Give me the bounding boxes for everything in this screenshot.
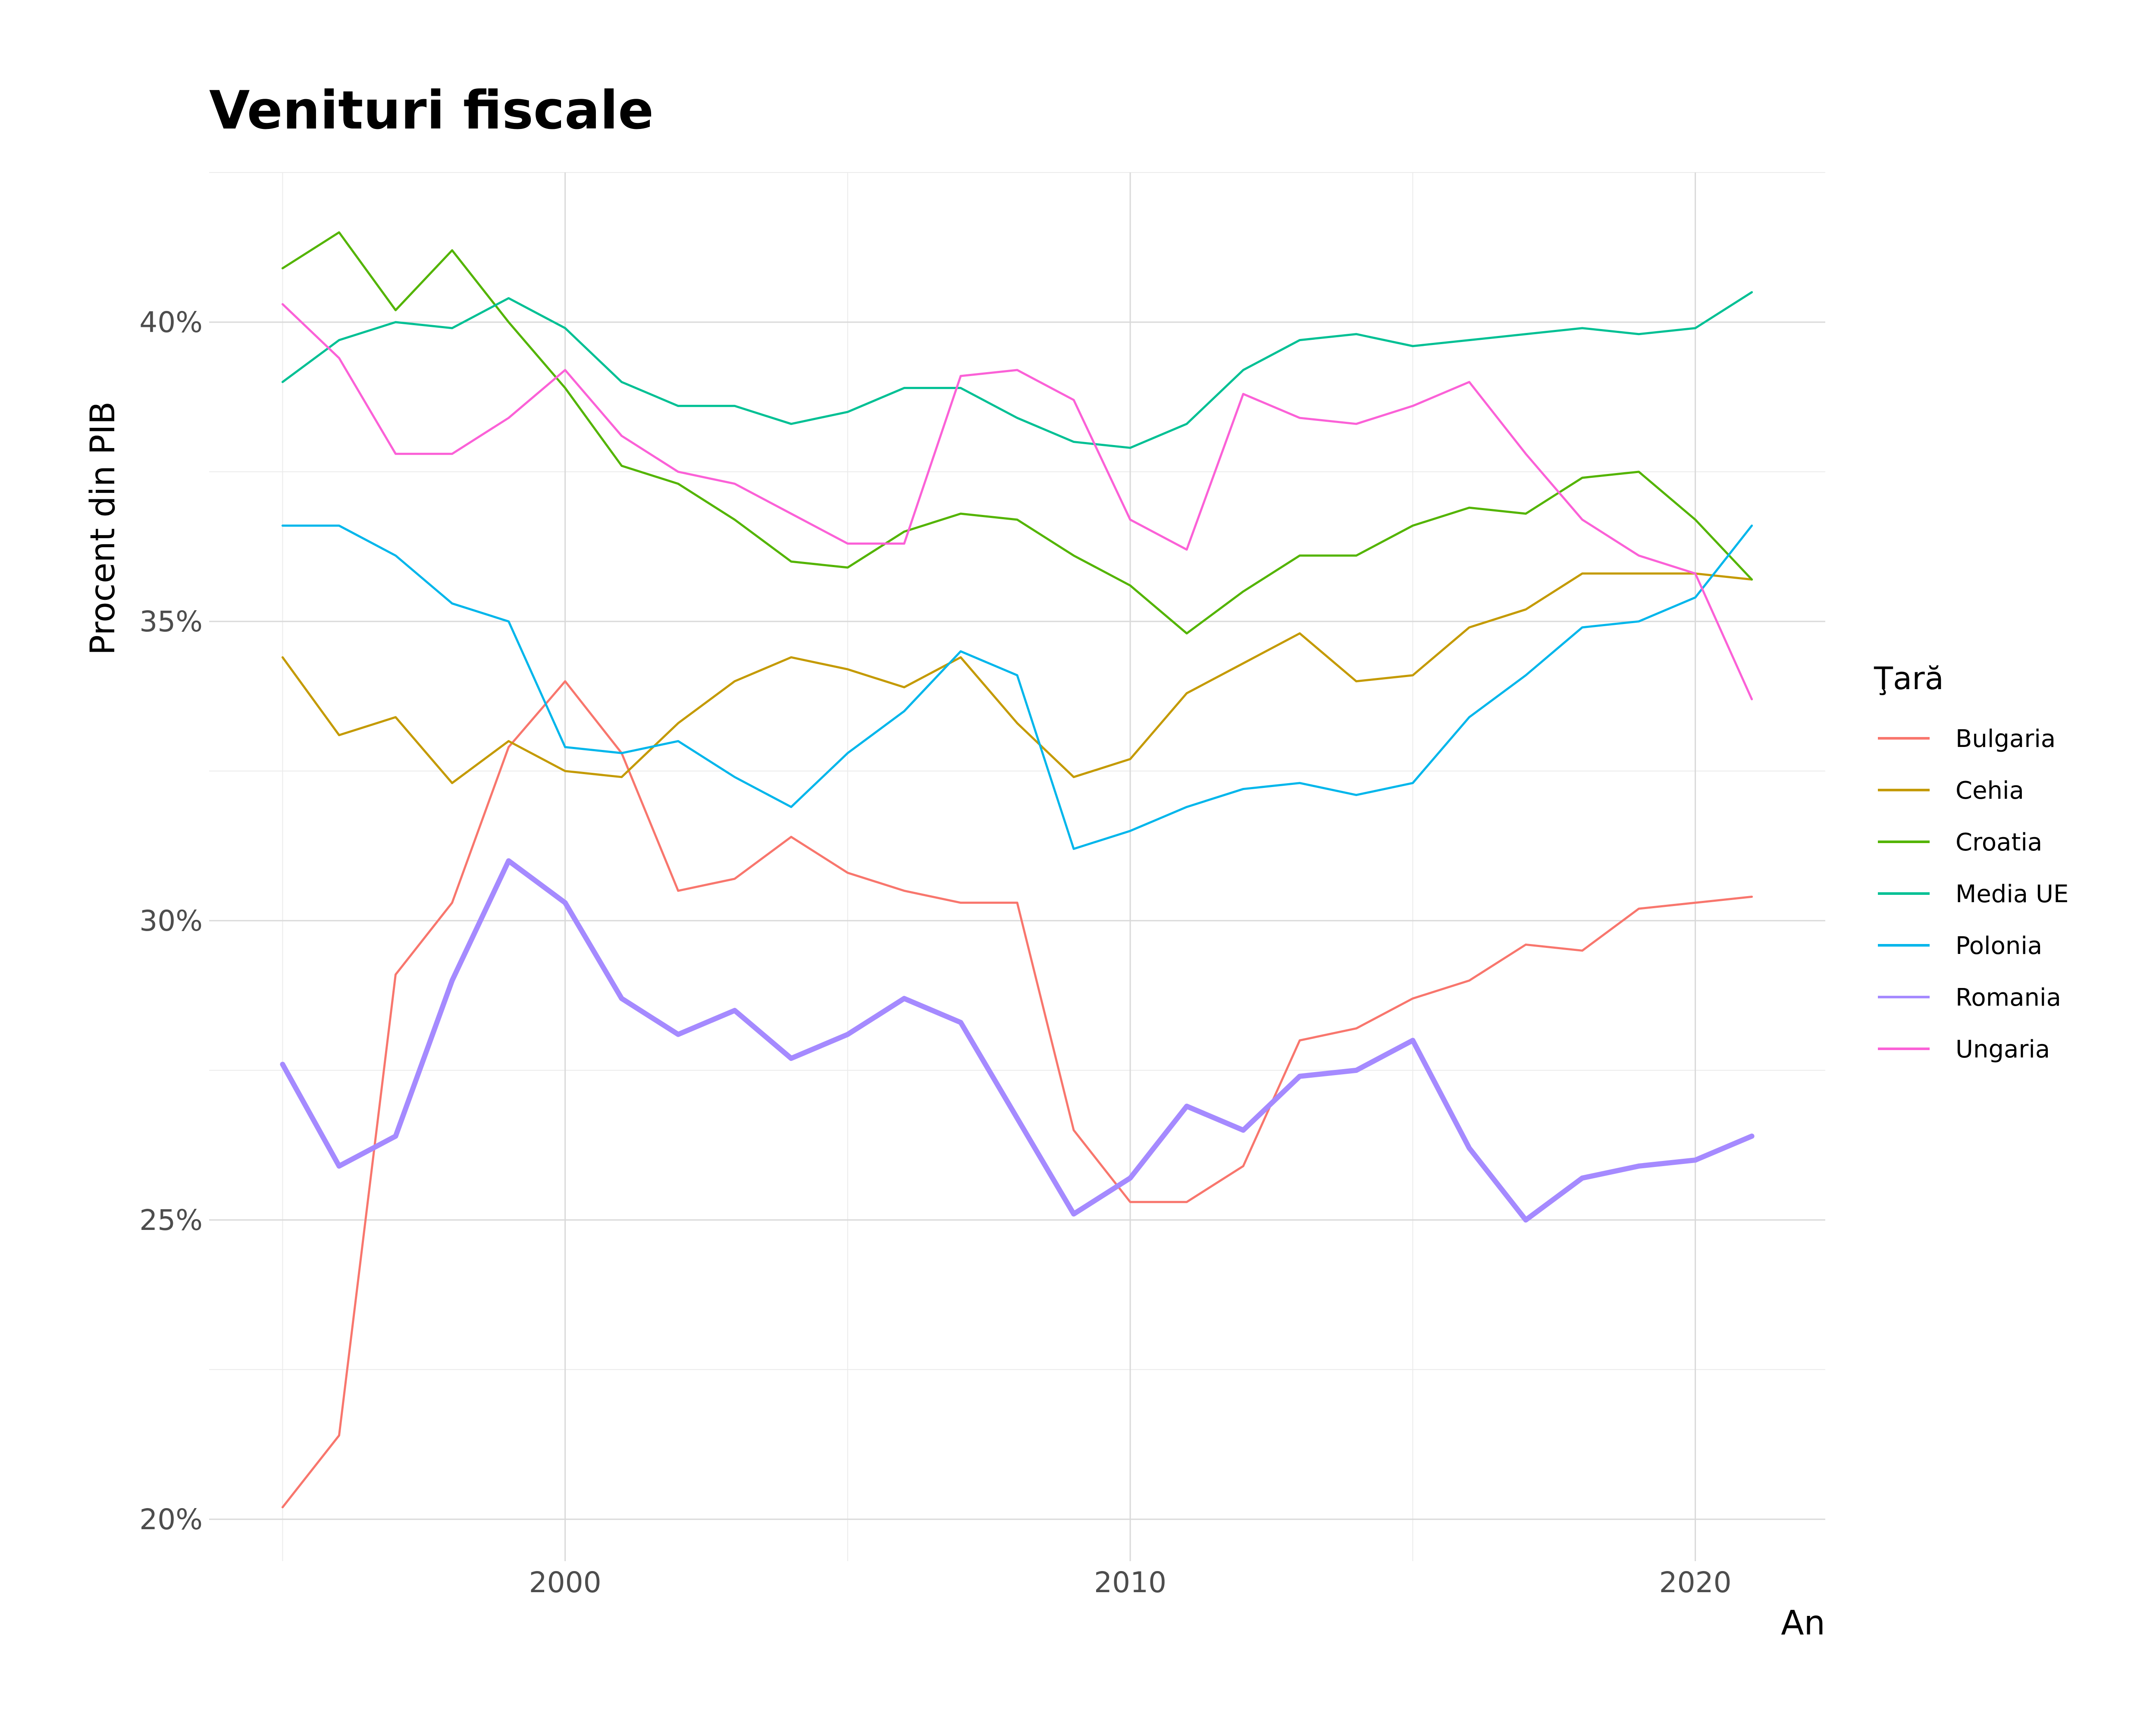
legend-item-ungaria: Ungaria <box>1878 1035 2050 1063</box>
y-axis-title: Procent din PIB <box>84 401 122 655</box>
legend-label: Romania <box>1955 984 2061 1012</box>
x-tick-label: 2010 <box>1094 1566 1166 1599</box>
series-line-cehia <box>281 572 1753 784</box>
x-axis-title: An <box>1781 1604 1825 1643</box>
legend-label: Cehia <box>1955 777 2024 805</box>
legend-label: Polonia <box>1955 932 2042 960</box>
legend-item-media-ue: Media UE <box>1878 880 2068 908</box>
legend-item-croatia: Croatia <box>1878 828 2042 856</box>
grid <box>209 172 1825 1561</box>
legend-label: Media UE <box>1955 880 2068 908</box>
legend: Ţară Bulgaria Cehia Croatia Media UE Polonia… <box>1874 660 2068 1063</box>
series-line-romania <box>280 858 1755 1223</box>
series-line-media-ue <box>281 291 1753 449</box>
series-line-polonia <box>281 524 1753 850</box>
legend-label: Bulgaria <box>1955 725 2056 753</box>
y-tick-label: 40% <box>139 306 203 339</box>
legend-item-romania: Romania <box>1878 984 2061 1012</box>
y-axis: 20% 25% 30% 35% 40% <box>139 306 203 1536</box>
plot-area <box>280 231 1755 1509</box>
legend-item-cehia: Cehia <box>1878 777 2024 805</box>
y-tick-label: 20% <box>139 1503 203 1536</box>
legend-label: Croatia <box>1955 828 2042 856</box>
y-tick-label: 35% <box>139 605 203 638</box>
chart-title: Venituri fiscale <box>209 80 654 141</box>
series-line-croatia <box>281 231 1753 635</box>
series-line-bulgaria <box>281 680 1753 1509</box>
legend-label: Ungaria <box>1955 1035 2050 1063</box>
legend-item-polonia: Polonia <box>1878 932 2042 960</box>
legend-item-bulgaria: Bulgaria <box>1878 725 2056 753</box>
x-axis: 2000 2010 2020 <box>529 1566 1732 1599</box>
x-tick-label: 2000 <box>529 1566 602 1599</box>
x-tick-label: 2020 <box>1659 1566 1732 1599</box>
y-tick-label: 30% <box>139 904 203 938</box>
series-line-ungaria <box>281 303 1753 700</box>
legend-title: Ţară <box>1874 660 1944 696</box>
y-tick-label: 25% <box>139 1204 203 1237</box>
